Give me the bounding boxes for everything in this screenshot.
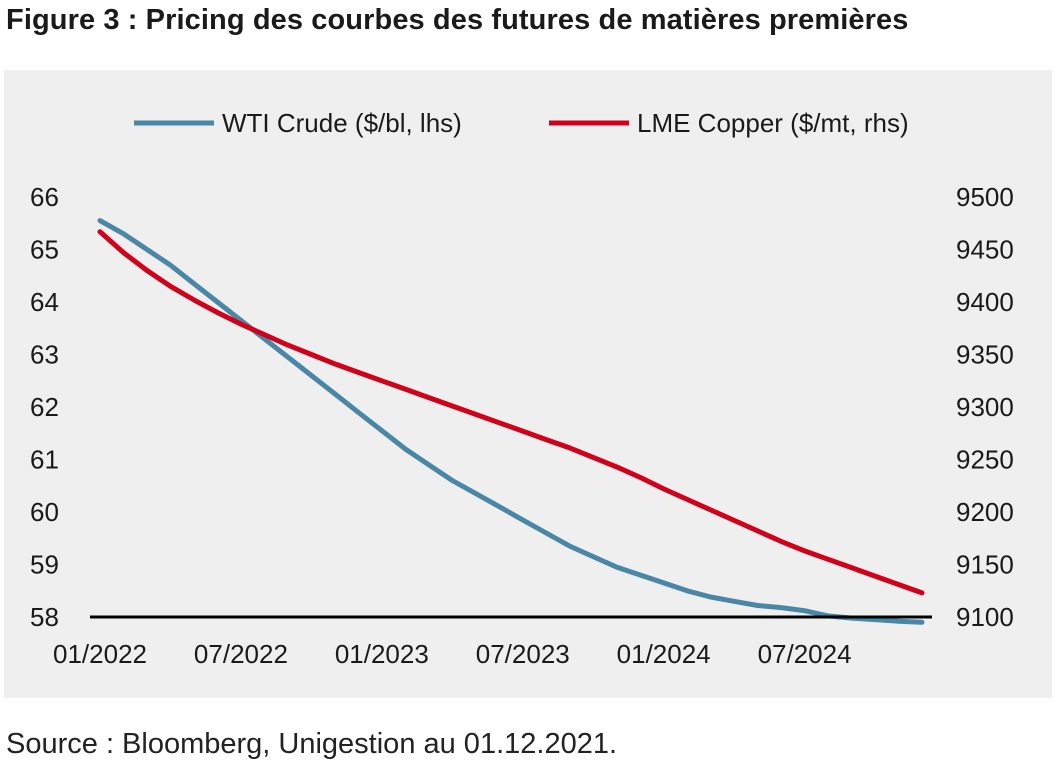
series-line-wti-crude <box>97 218 925 625</box>
figure-title: Figure 3 : Pricing des courbes des futur… <box>6 4 909 36</box>
left-axis-tick-label: 64 <box>30 287 59 317</box>
left-axis-tick-label: 60 <box>30 497 59 527</box>
source-note: Source : Bloomberg, Unigestion au 01.12.… <box>6 728 618 760</box>
right-axis-tick-label: 9500 <box>956 182 1014 212</box>
legend-label-wti-crude: WTI Crude ($/bl, lhs) <box>222 108 462 138</box>
series-line-lme-copper <box>97 229 925 596</box>
right-axis-tick-label: 9300 <box>956 392 1014 422</box>
left-axis-tick-label: 61 <box>30 445 59 475</box>
right-axis-ticks: 9100 9150 9200 9250 9300 9350 9400 9450 9500 <box>956 182 1014 632</box>
right-axis-tick-label: 9100 <box>956 602 1014 632</box>
series-layer <box>97 218 925 625</box>
left-axis-tick-label: 63 <box>30 340 59 370</box>
left-axis-tick-label: 62 <box>30 392 59 422</box>
x-axis-ticks: 01/2022 07/2022 01/2023 07/2023 01/2024 07/20… <box>53 639 852 669</box>
left-axis-tick-label: 65 <box>30 235 59 265</box>
x-axis-tick-label: 01/2022 <box>53 639 147 669</box>
right-axis-tick-label: 9200 <box>956 497 1014 527</box>
line-chart: WTI Crude ($/bl, lhs) LME Copper ($/mt, r… <box>30 108 1014 669</box>
left-axis-tick-label: 58 <box>30 602 59 632</box>
legend-label-lme-copper: LME Copper ($/mt, rhs) <box>637 108 909 138</box>
left-axis-tick-label: 66 <box>30 182 59 212</box>
right-axis-tick-label: 9400 <box>956 287 1014 317</box>
right-axis-tick-label: 9450 <box>956 235 1014 265</box>
right-axis-tick-label: 9350 <box>956 340 1014 370</box>
x-axis-tick-label: 07/2022 <box>194 639 288 669</box>
left-axis-ticks: 58 59 60 61 62 63 64 65 66 <box>30 182 59 632</box>
x-axis-tick-label: 01/2023 <box>335 639 429 669</box>
x-axis-tick-label: 07/2023 <box>476 639 570 669</box>
x-axis-tick-label: 01/2024 <box>617 639 711 669</box>
chart-panel: WTI Crude ($/bl, lhs) LME Copper ($/mt, r… <box>4 70 1052 698</box>
left-axis-tick-label: 59 <box>30 550 59 580</box>
x-axis-tick-label: 07/2024 <box>758 639 852 669</box>
right-axis-tick-label: 9250 <box>956 445 1014 475</box>
right-axis-tick-label: 9150 <box>956 550 1014 580</box>
chart-legend: WTI Crude ($/bl, lhs) LME Copper ($/mt, r… <box>134 108 909 138</box>
